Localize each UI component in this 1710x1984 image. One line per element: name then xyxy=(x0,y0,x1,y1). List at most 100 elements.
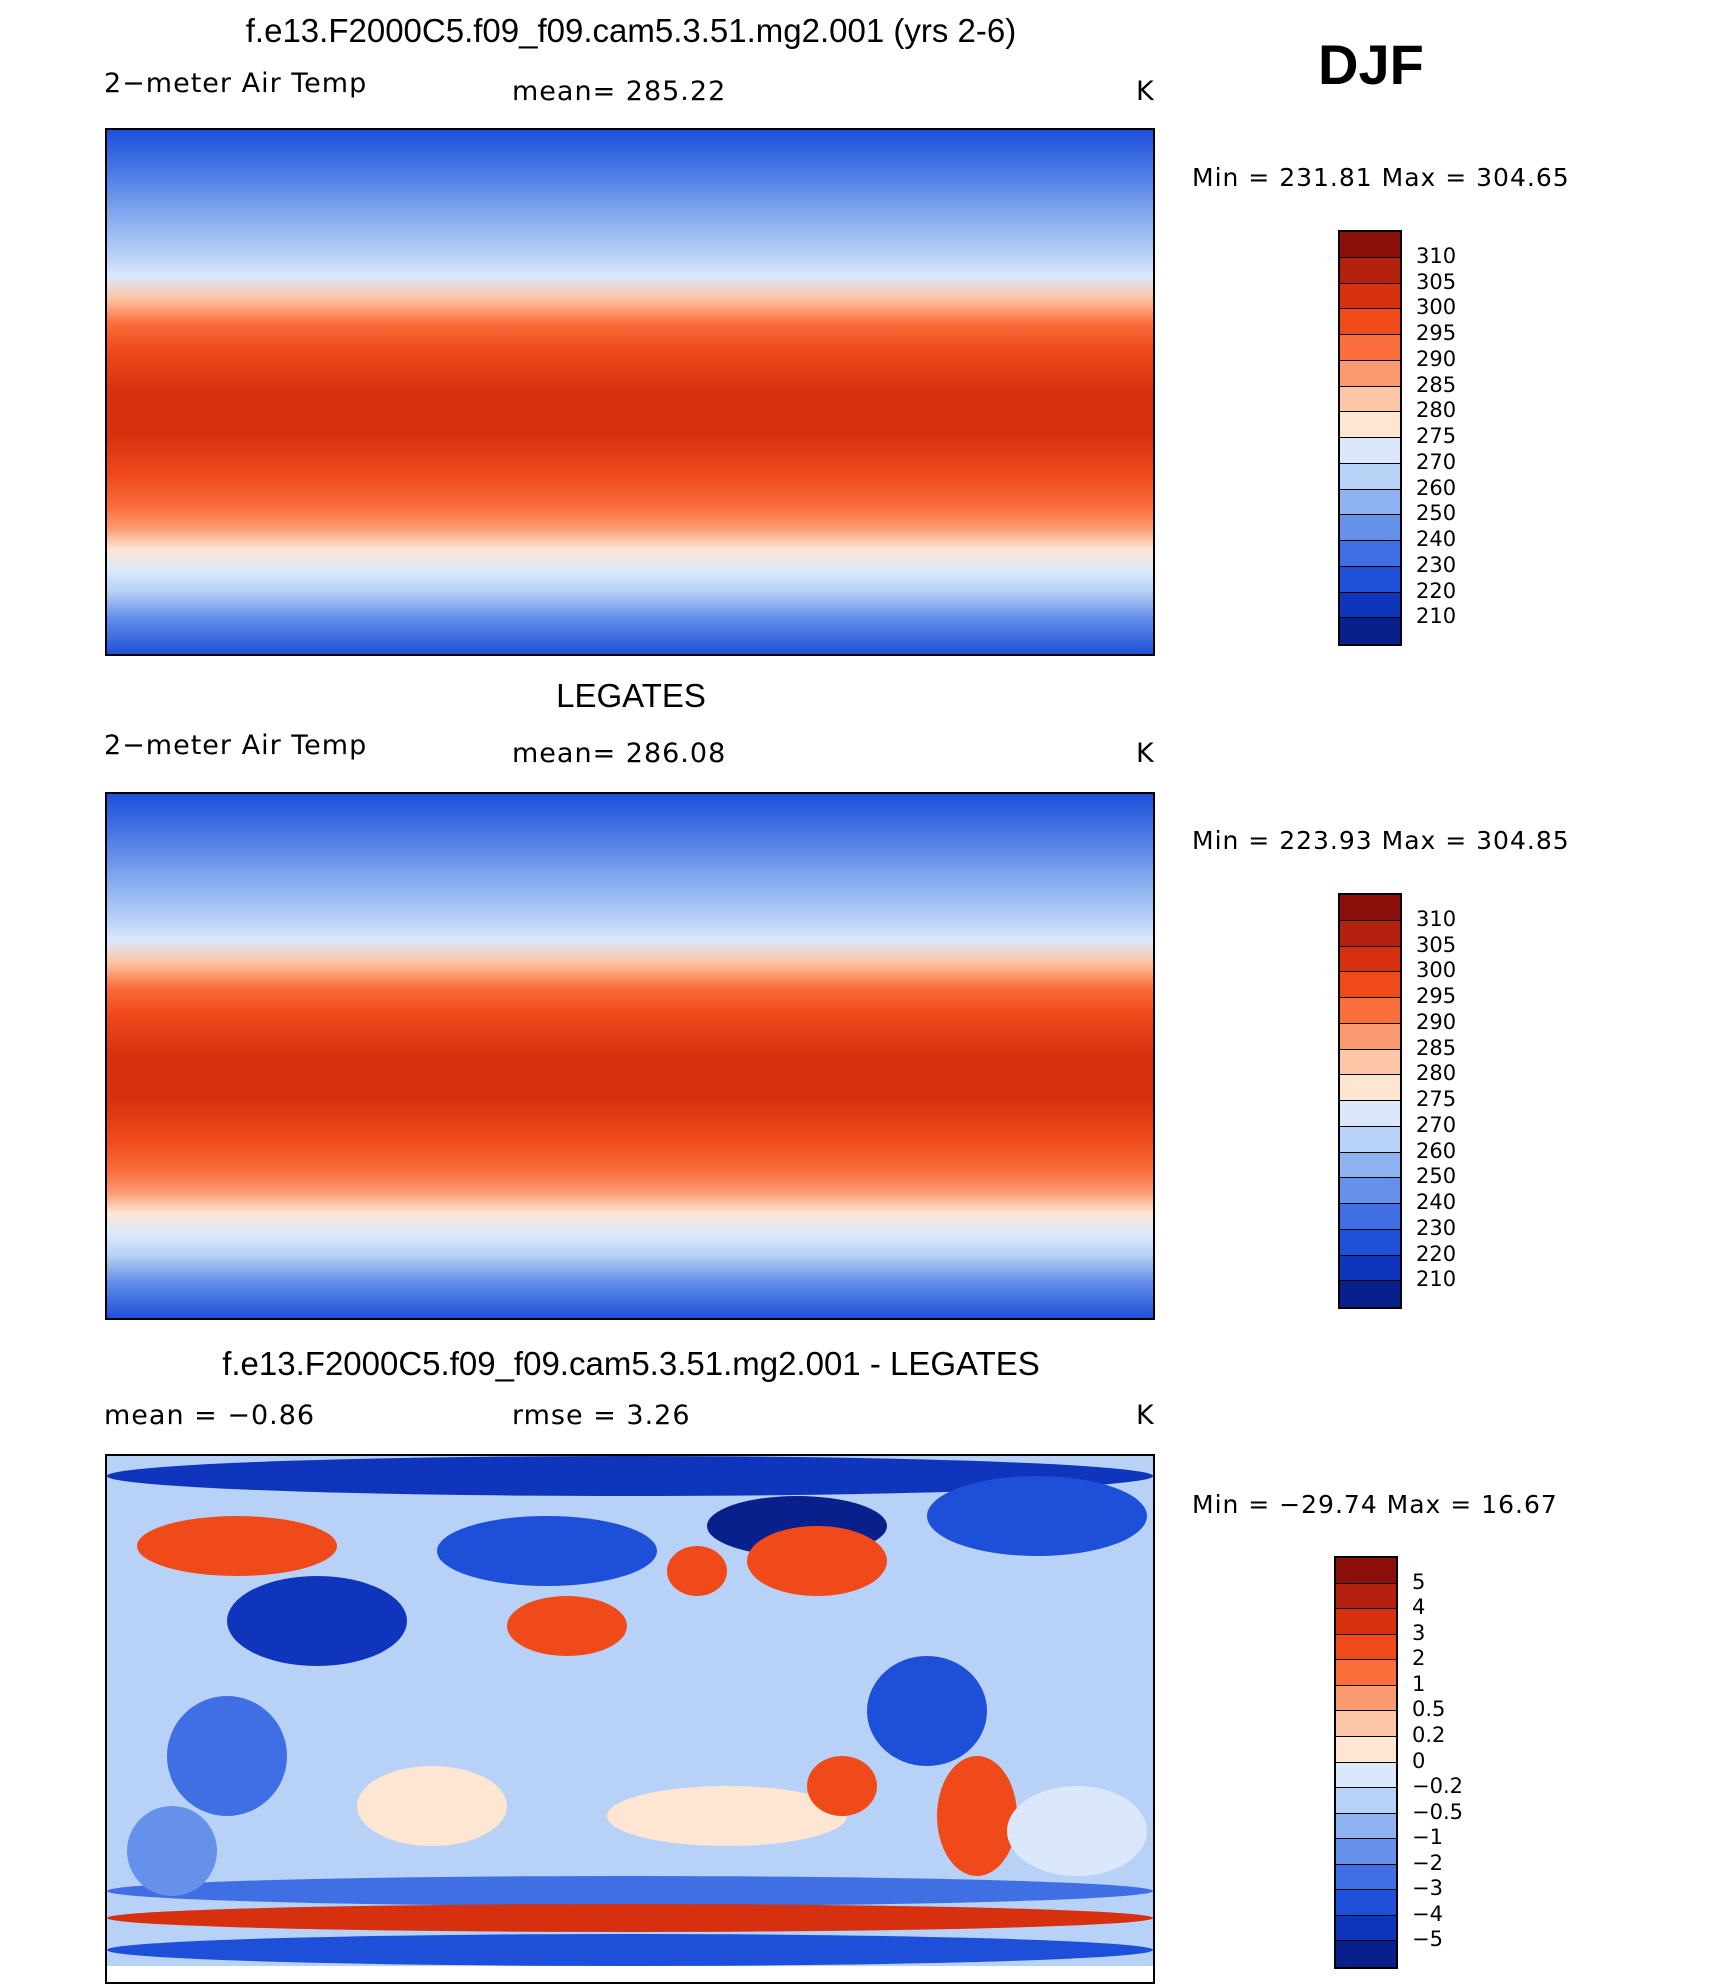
colorbar-segment xyxy=(1340,1229,1400,1256)
colorbar-label: 230 xyxy=(1416,1215,1457,1240)
anomaly-region xyxy=(437,1516,657,1586)
colorbar-segment xyxy=(1336,1941,1396,1967)
colorbar-segment xyxy=(1336,1558,1396,1584)
colorbar-label: 220 xyxy=(1416,578,1457,603)
colorbar-segment xyxy=(1340,1255,1400,1282)
colorbar-segment xyxy=(1336,1711,1396,1737)
anomaly-region xyxy=(357,1766,507,1846)
colorbar-label: 275 xyxy=(1416,424,1457,448)
colorbar-label: −3 xyxy=(1412,1876,1443,1901)
colorbar-segment xyxy=(1336,1634,1396,1661)
colorbar-segment xyxy=(1340,972,1400,998)
colorbar-label: 310 xyxy=(1416,243,1457,268)
colorbar-label: 210 xyxy=(1416,1267,1457,1292)
colorbar-label: 280 xyxy=(1416,1061,1457,1086)
colorbar-segment xyxy=(1336,1685,1396,1712)
panel-1-variable: 2−meter Air Temp xyxy=(104,68,368,99)
colorbar-label: 260 xyxy=(1416,475,1457,500)
colorbar-segment xyxy=(1340,541,1400,567)
colorbar-segment xyxy=(1340,232,1400,258)
anomaly-region xyxy=(507,1596,627,1656)
colorbar-label: 240 xyxy=(1416,527,1457,551)
colorbar-segment xyxy=(1340,1101,1400,1127)
anomaly-region xyxy=(107,1934,1153,1966)
colorbar-label: 1 xyxy=(1412,1671,1426,1696)
season-label: DJF xyxy=(1318,33,1424,96)
colorbar-label: 290 xyxy=(1416,1009,1457,1034)
panel-3-mean: mean = −0.86 xyxy=(104,1400,316,1431)
colorbar-segment xyxy=(1340,335,1400,361)
anomaly-region xyxy=(807,1756,877,1816)
panel-2-field xyxy=(107,794,1153,1318)
colorbar-label: 290 xyxy=(1416,346,1457,371)
colorbar-segment xyxy=(1336,1736,1396,1763)
panel-2-minmax: Min = 223.93 Max = 304.85 xyxy=(1192,826,1570,855)
colorbar-label: 300 xyxy=(1416,295,1457,320)
panel-2-units: K xyxy=(1136,738,1155,769)
colorbar-label: 5 xyxy=(1412,1569,1426,1594)
colorbar-label: −5 xyxy=(1412,1927,1443,1952)
panel-2-variable: 2−meter Air Temp xyxy=(104,730,368,761)
colorbar-segment xyxy=(1340,946,1400,973)
colorbar-segment xyxy=(1340,1126,1400,1153)
colorbar-label: 220 xyxy=(1416,1241,1457,1266)
anomaly-region xyxy=(107,1456,1153,1496)
colorbar-segment xyxy=(1340,1152,1400,1179)
panel-1-mean: mean= 285.22 xyxy=(512,76,727,107)
panel-2-map xyxy=(105,792,1155,1320)
colorbar-label: 285 xyxy=(1416,1035,1457,1060)
anomaly-region xyxy=(937,1756,1017,1876)
colorbar-segment xyxy=(1340,489,1400,516)
colorbar-segment xyxy=(1340,592,1400,619)
colorbar-segment xyxy=(1340,515,1400,541)
panel-1-title: f.e13.F2000C5.f09_f09.cam5.3.51.mg2.001 … xyxy=(245,12,1017,49)
colorbar-label: 2 xyxy=(1412,1646,1426,1671)
colorbar-segment xyxy=(1336,1609,1396,1635)
anomaly-region xyxy=(107,1904,1153,1932)
colorbar-label: 210 xyxy=(1416,604,1457,629)
colorbar-segment xyxy=(1340,309,1400,335)
panel-1-field-fill xyxy=(107,130,1153,654)
colorbar-segment xyxy=(1340,895,1400,921)
panel-3-title: f.e13.F2000C5.f09_f09.cam5.3.51.mg2.001 … xyxy=(222,1345,1040,1382)
colorbar-label: 305 xyxy=(1416,932,1457,957)
colorbar-segment xyxy=(1336,1839,1396,1865)
colorbar-label: 240 xyxy=(1416,1190,1457,1214)
colorbar-segment xyxy=(1336,1915,1396,1942)
panel-2-colorbar xyxy=(1338,893,1402,1309)
colorbar-label: −1 xyxy=(1412,1825,1443,1850)
panel-3-map xyxy=(105,1454,1155,1984)
colorbar-label: 275 xyxy=(1416,1087,1457,1111)
colorbar-label: 285 xyxy=(1416,372,1457,397)
colorbar-segment xyxy=(1340,998,1400,1024)
colorbar-segment xyxy=(1340,566,1400,593)
colorbar-segment xyxy=(1340,1178,1400,1204)
colorbar-label: 230 xyxy=(1416,552,1457,577)
panel-1-colorbar xyxy=(1338,230,1402,646)
colorbar-label: −0.5 xyxy=(1412,1799,1463,1824)
colorbar-segment xyxy=(1340,1204,1400,1230)
colorbar-segment xyxy=(1336,1890,1396,1916)
colorbar-segment xyxy=(1336,1788,1396,1814)
colorbar-label: 3 xyxy=(1412,1620,1426,1645)
colorbar-segment xyxy=(1340,920,1400,947)
colorbar-segment xyxy=(1340,386,1400,413)
colorbar-segment xyxy=(1340,1075,1400,1101)
colorbar-segment xyxy=(1340,618,1400,644)
panel-3-colorbar xyxy=(1334,1556,1398,1969)
colorbar-label: 300 xyxy=(1416,958,1457,983)
panel-3-field xyxy=(107,1456,1153,1966)
colorbar-segment xyxy=(1340,257,1400,284)
colorbar-segment xyxy=(1340,1281,1400,1307)
anomaly-region xyxy=(227,1576,407,1666)
colorbar-label: 310 xyxy=(1416,906,1457,931)
colorbar-label: −4 xyxy=(1412,1901,1443,1926)
colorbar-label: 0.2 xyxy=(1412,1722,1446,1747)
anomaly-region xyxy=(607,1786,847,1846)
panel-3-minmax: Min = −29.74 Max = 16.67 xyxy=(1192,1490,1558,1519)
anomaly-region xyxy=(667,1546,727,1596)
anomaly-region xyxy=(747,1526,887,1596)
colorbar-label: 4 xyxy=(1412,1595,1426,1620)
colorbar-label: 0.5 xyxy=(1412,1697,1446,1722)
anomaly-region xyxy=(867,1656,987,1766)
